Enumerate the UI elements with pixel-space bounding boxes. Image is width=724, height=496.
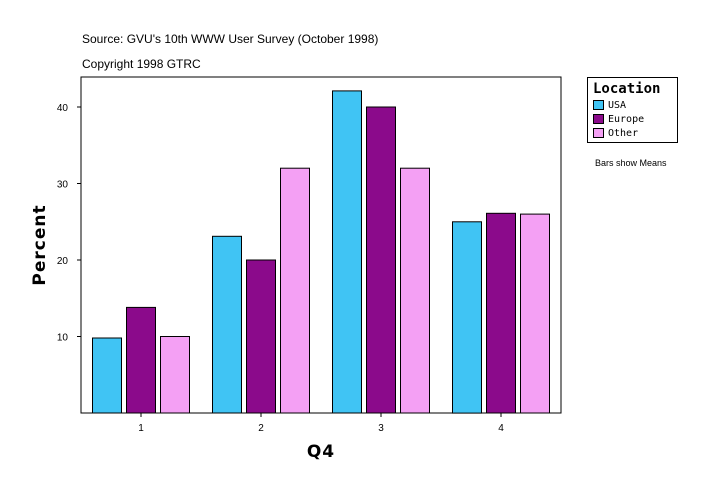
legend-item-europe: Europe (593, 113, 644, 125)
x-tick-label-3: 3 (378, 423, 384, 434)
legend-swatch-usa (593, 100, 604, 110)
bar-other-q2 (280, 167, 310, 414)
y-tick-label-20: 20 (57, 256, 69, 267)
bar-usa-q3 (332, 90, 362, 414)
legend-label-other: Other (608, 127, 639, 139)
bar-usa-q2 (212, 235, 242, 414)
x-axis-label: Q4 (307, 442, 335, 462)
legend-item-other: Other (593, 127, 638, 139)
bars-show-means-note: Bars show Means (595, 158, 667, 168)
bar-europe-q4 (486, 212, 516, 414)
legend-label-europe: Europe (608, 113, 645, 125)
bar-europe-q1 (126, 306, 156, 414)
legend-title: Location (593, 81, 661, 97)
legend-label-usa: USA (608, 99, 627, 111)
x-tick-label-2: 2 (258, 423, 264, 434)
bar-usa-q1 (92, 337, 122, 414)
y-tick-label-40: 40 (57, 103, 69, 114)
legend-swatch-other (593, 128, 604, 138)
chart-source-text: Source: GVU's 10th WWW User Survey (Octo… (82, 32, 379, 46)
y-tick-label-30: 30 (57, 180, 69, 191)
y-axis-label: Percent (30, 204, 50, 285)
bar-europe-q3 (366, 106, 396, 414)
legend-item-usa: USA (593, 99, 626, 111)
legend-swatch-europe (593, 114, 604, 124)
chart-copyright-text: Copyright 1998 GTRC (82, 57, 201, 71)
y-tick-label-10: 10 (57, 333, 69, 344)
x-axis: 1 2 3 4 (138, 413, 504, 434)
x-tick-label-1: 1 (138, 423, 144, 434)
bar-other-q4 (520, 213, 550, 414)
x-tick-label-4: 4 (498, 423, 504, 434)
bar-usa-q4 (452, 221, 482, 414)
bar-other-q1 (160, 336, 190, 414)
y-axis: 10 20 30 40 (57, 103, 81, 344)
bars-layer (92, 90, 550, 414)
bar-europe-q2 (246, 259, 276, 414)
chart-legend: Location USA Europe Other (587, 77, 678, 143)
bar-other-q3 (400, 167, 430, 414)
